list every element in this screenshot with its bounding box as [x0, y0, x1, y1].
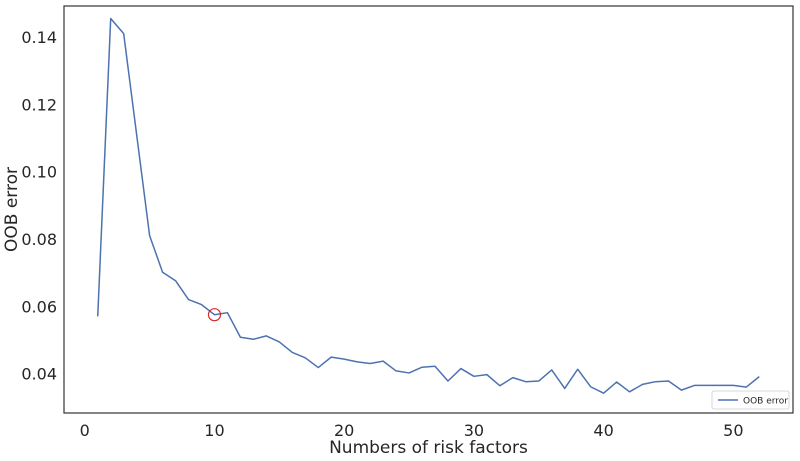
highlight-marker [207, 308, 222, 322]
legend-label: OOB error [743, 397, 788, 407]
y-tick-label: 0.04 [21, 365, 57, 384]
series-layer [96, 17, 760, 394]
y-tick-label: 0.08 [21, 230, 57, 249]
y-tick-label: 0.12 [21, 95, 57, 114]
x-tick-labels: 0 10 20 30 40 50 [80, 421, 744, 440]
x-tick-label: 50 [723, 421, 743, 440]
plot-axes [63, 5, 794, 414]
y-tick-label: 0.14 [21, 28, 57, 47]
x-tick-label: 0 [80, 421, 90, 440]
plot-frame [63, 5, 794, 414]
legend: OOB error [711, 390, 790, 410]
y-axis-title: OOB error [2, 167, 22, 252]
y-tick-label: 0.10 [21, 163, 57, 182]
y-tick-label: 0.06 [21, 297, 57, 316]
legend-box [711, 390, 790, 410]
x-tick-label: 30 [464, 421, 484, 440]
y-tick-labels: 0.04 0.06 0.08 0.10 0.12 0.14 [21, 28, 57, 384]
series-line-oob-error [96, 17, 760, 394]
x-axis-title: Numbers of risk factors [329, 438, 528, 458]
x-tick-label: 40 [593, 421, 613, 440]
marker-layer [207, 308, 222, 322]
x-tick-label: 10 [204, 421, 224, 440]
x-tick-label: 20 [334, 421, 354, 440]
